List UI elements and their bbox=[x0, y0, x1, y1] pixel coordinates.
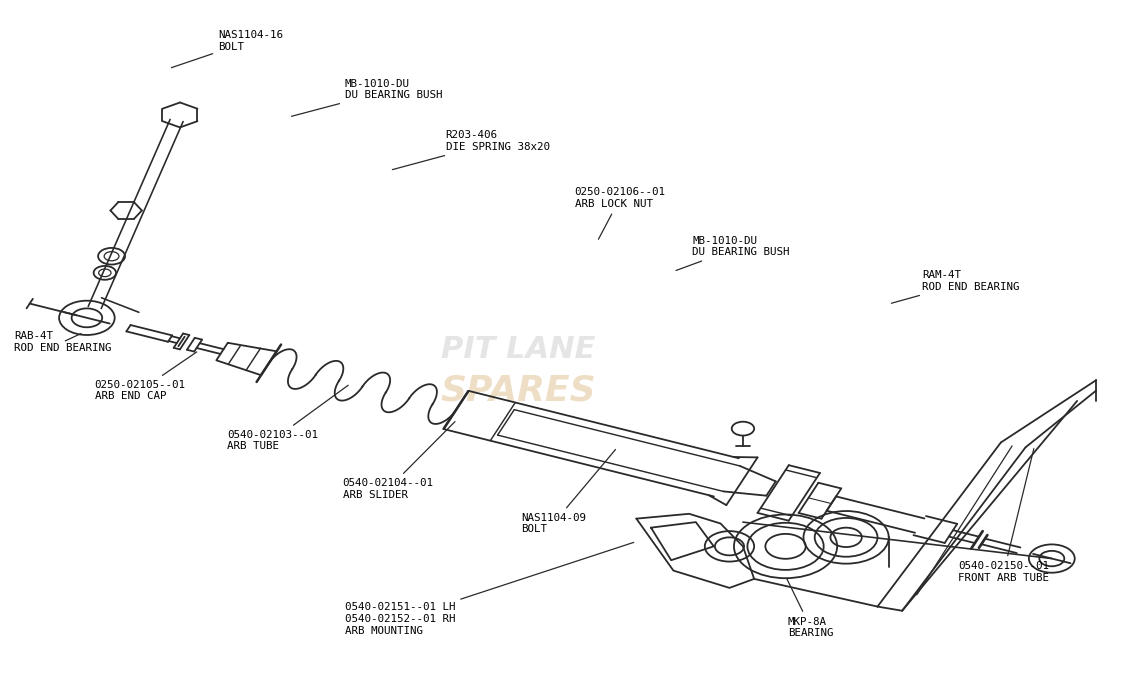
Text: 0250-02105--01
ARB END CAP: 0250-02105--01 ARB END CAP bbox=[95, 352, 197, 401]
Text: 0540-02104--01
ARB SLIDER: 0540-02104--01 ARB SLIDER bbox=[343, 422, 455, 500]
Text: 0540-02151--01 LH
0540-02152--01 RH
ARB MOUNTING: 0540-02151--01 LH 0540-02152--01 RH ARB … bbox=[345, 542, 633, 636]
Text: 0250-02106--01
ARB LOCK NUT: 0250-02106--01 ARB LOCK NUT bbox=[575, 187, 666, 239]
Text: MKP-8A
BEARING: MKP-8A BEARING bbox=[787, 579, 833, 638]
Text: RAB-4T
ROD END BEARING: RAB-4T ROD END BEARING bbox=[14, 332, 112, 353]
Text: MB-1010-DU
DU BEARING BUSH: MB-1010-DU DU BEARING BUSH bbox=[292, 79, 442, 117]
Text: RAM-4T
ROD END BEARING: RAM-4T ROD END BEARING bbox=[891, 270, 1020, 303]
Text: NAS1104-09
BOLT: NAS1104-09 BOLT bbox=[521, 450, 615, 534]
Text: R203-406
DIE SPRING 38x20: R203-406 DIE SPRING 38x20 bbox=[392, 131, 550, 170]
Text: NAS1104-16
BOLT: NAS1104-16 BOLT bbox=[171, 30, 283, 68]
Text: 0540-02150--01
FRONT ARB TUBE: 0540-02150--01 FRONT ARB TUBE bbox=[958, 449, 1049, 583]
Text: MB-1010-DU
DU BEARING BUSH: MB-1010-DU DU BEARING BUSH bbox=[676, 236, 790, 271]
Text: SPARES: SPARES bbox=[441, 373, 596, 408]
Text: 0540-02103--01
ARB TUBE: 0540-02103--01 ARB TUBE bbox=[227, 385, 348, 451]
Text: PIT LANE: PIT LANE bbox=[442, 334, 596, 364]
